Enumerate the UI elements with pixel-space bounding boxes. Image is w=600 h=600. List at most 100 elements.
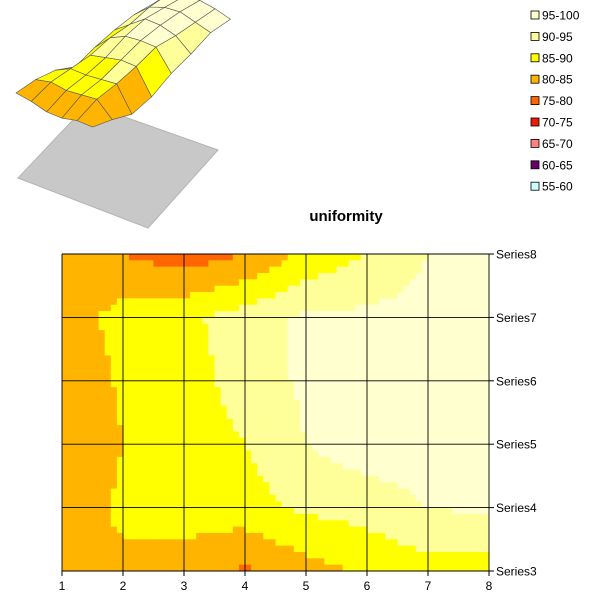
contour-cell: [165, 304, 173, 312]
contour-cell: [62, 355, 69, 363]
contour-cell: [379, 279, 386, 287]
contour-cell: [74, 406, 81, 413]
contour-cell: [324, 450, 331, 458]
contour-cell: [68, 342, 75, 350]
contour-cell: [104, 551, 112, 559]
contour-cell: [177, 323, 185, 331]
contour-cell: [159, 520, 167, 528]
contour-cell: [184, 368, 191, 375]
contour-cell: [153, 520, 160, 528]
contour-cell: [104, 475, 112, 483]
contour-cell: [330, 513, 337, 521]
contour-cell: [251, 526, 258, 534]
contour-cell: [482, 349, 490, 356]
contour-cell: [428, 501, 435, 508]
contour-cell: [324, 342, 331, 350]
contour-cell: [287, 418, 295, 426]
contour-cell: [458, 387, 465, 394]
contour-cell: [214, 380, 221, 388]
contour-cell: [116, 437, 124, 445]
contour-cell: [98, 431, 106, 439]
contour-cell: [336, 292, 343, 299]
contour-cell: [141, 387, 148, 394]
contour-cell: [141, 526, 148, 534]
contour-cell: [385, 273, 392, 280]
contour-cell: [226, 311, 234, 318]
contour-cell: [367, 399, 374, 407]
contour-cell: [220, 273, 228, 280]
contour-cell: [104, 450, 112, 458]
contour-cell: [409, 355, 417, 363]
contour-cell: [141, 539, 148, 547]
contour-cell: [245, 558, 252, 566]
contour-cell: [348, 349, 356, 356]
contour-cell: [440, 520, 447, 528]
contour-cell: [190, 456, 197, 464]
contour-cell: [458, 266, 465, 274]
contour-cell: [135, 513, 142, 521]
contour-cell: [385, 342, 392, 350]
contour-cell: [306, 456, 313, 464]
contour-cell: [434, 304, 441, 312]
contour-cell: [110, 285, 118, 293]
contour-cell: [470, 361, 478, 369]
contour-cell: [62, 368, 69, 375]
contour-cell: [379, 437, 386, 445]
contour-cell: [312, 368, 319, 375]
contour-cell: [379, 355, 386, 363]
contour-cell: [202, 456, 209, 464]
contour-cell: [251, 323, 258, 331]
contour-cell: [171, 368, 179, 375]
contour-cell: [269, 463, 276, 470]
contour-cell: [415, 323, 423, 331]
contour-cell: [153, 323, 160, 331]
contour-cell: [452, 393, 459, 401]
contour-cell: [171, 298, 179, 306]
contour-cell: [251, 311, 258, 318]
contour-cell: [147, 431, 154, 439]
contour-cell: [147, 279, 154, 287]
contour-cell: [428, 361, 435, 369]
contour-cell: [367, 361, 374, 369]
contour-cell: [86, 349, 93, 356]
contour-cell: [312, 406, 319, 413]
contour-cell: [263, 501, 270, 508]
contour-cell: [306, 418, 313, 426]
contour-cell: [245, 532, 252, 540]
contour-cell: [440, 494, 447, 502]
contour-cell: [269, 482, 276, 489]
contour-cell: [415, 412, 423, 420]
contour-cell: [92, 425, 99, 432]
contour-cell: [275, 412, 282, 420]
contour-cell: [354, 323, 362, 331]
contour-cell: [354, 545, 362, 553]
contour-cell: [257, 425, 264, 432]
contour-cell: [62, 545, 69, 553]
contour-cell: [409, 526, 417, 534]
contour-cell: [269, 349, 276, 356]
contour-cell: [251, 285, 258, 293]
contour-cell: [446, 380, 453, 388]
contour-cell: [86, 501, 93, 508]
contour-cell: [397, 355, 404, 363]
contour-cell: [397, 279, 404, 287]
contour-cell: [110, 311, 118, 318]
contour-cell: [299, 494, 307, 502]
contour-cell: [141, 520, 148, 528]
contour-cell: [190, 349, 197, 356]
contour-cell: [80, 266, 87, 274]
contour-cell: [86, 355, 93, 363]
contour-cell: [116, 513, 124, 521]
contour-cell: [391, 254, 398, 261]
contour-cell: [306, 387, 313, 394]
contour-cell: [202, 254, 209, 261]
contour-cell: [104, 437, 112, 445]
contour-cell: [391, 431, 398, 439]
contour-cell: [257, 418, 264, 426]
contour-cell: [104, 539, 112, 547]
contour-cell: [415, 266, 423, 274]
contour-cell: [428, 475, 435, 483]
contour-cell: [391, 374, 398, 382]
contour-cell: [360, 273, 368, 280]
contour-cell: [165, 323, 173, 331]
